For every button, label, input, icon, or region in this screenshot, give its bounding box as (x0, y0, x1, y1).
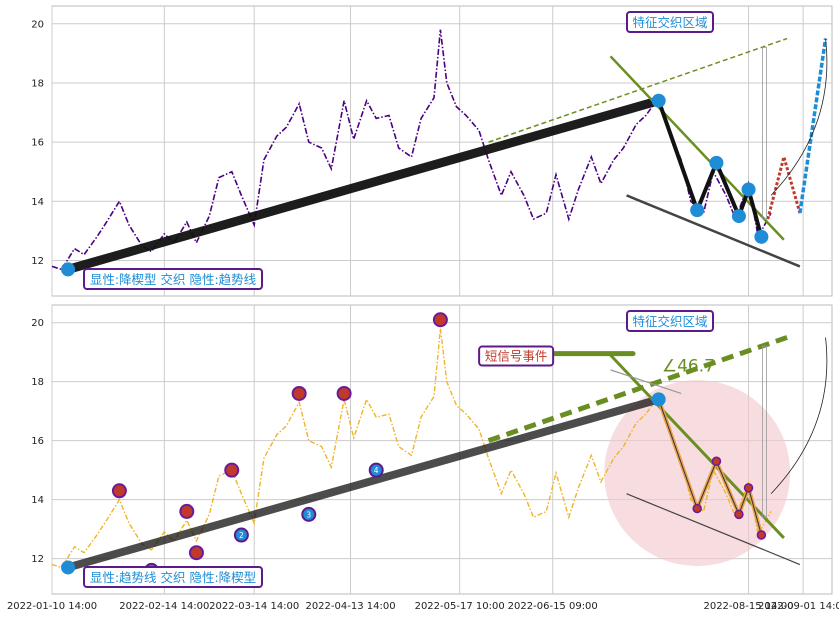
bottom-y-tick-label: 20 (31, 318, 44, 329)
top-y-tick-label: 20 (31, 19, 44, 30)
x-tick-label: 2022-09-01 14:00 (758, 601, 839, 612)
top-dashed-extension (488, 37, 788, 143)
bottom-y-tick-label: 12 (31, 554, 44, 565)
bottom-blue-marker (233, 527, 249, 543)
bottom-pattern-marker (692, 503, 702, 514)
top-pattern-marker (754, 229, 769, 244)
top-pattern-marker (61, 262, 76, 277)
top-pattern-marker (731, 209, 746, 224)
bottom-trend-start-marker (61, 560, 76, 575)
bottom-region-label: 特征交织区域 (632, 314, 707, 329)
x-tick-label: 2022-02-14 14:00 (119, 601, 209, 612)
bottom-pattern-marker (743, 483, 754, 493)
bottom-trend-end-marker (651, 392, 666, 407)
top-wedge-lower-line (626, 194, 801, 268)
bottom-red-marker (224, 462, 240, 478)
bottom-red-marker (111, 483, 127, 499)
top-vertical-box (762, 47, 767, 220)
bottom-wedge-lower-line (626, 493, 801, 566)
top-pattern-label: 显性:降楔型 交织 隐性:趋势线 (90, 272, 257, 287)
top-region-label-box (626, 11, 714, 33)
bottom-trendline (64, 395, 663, 572)
bottom-red-marker (188, 545, 204, 561)
bottom-vertical-box (762, 345, 767, 518)
bottom-event-label-box (478, 345, 555, 367)
x-tick-label: 2022-06-15 09:00 (508, 601, 598, 612)
bottom-blue-marker (301, 506, 317, 522)
bottom-red-marker (432, 312, 448, 328)
top-trendline (63, 96, 664, 274)
bottom-y-tick-label: 14 (31, 495, 44, 506)
bottom-blue-marker (368, 462, 384, 478)
bottom-pattern-outline (658, 399, 762, 536)
bottom-dashed-extension (487, 335, 788, 444)
x-tick-label: 2022-05-17 10:00 (415, 601, 505, 612)
top-projection-blue (798, 38, 828, 214)
bottom-pattern-marker (711, 456, 722, 467)
x-tick-label: 2022-04-13 14:00 (305, 601, 395, 612)
top-pattern-label-box (83, 268, 263, 290)
bottom-curved-arrow (770, 337, 828, 495)
bottom-event-arrow (610, 369, 682, 395)
bottom-pattern-marker (756, 530, 767, 540)
x-tick-label: 2022-08-15 14:00 (703, 601, 793, 612)
bottom-pattern-label: 显性:趋势线 交织 隐性:降楔型 (90, 570, 256, 585)
bottom-blue-marker-label: 3 (306, 510, 311, 519)
bottom-y-tick-label: 18 (31, 377, 44, 388)
top-curved-arrow (770, 38, 828, 196)
bottom-red-marker (179, 503, 195, 519)
bottom-pattern-label-box (83, 566, 263, 588)
top-y-tick-label: 16 (31, 138, 44, 149)
bottom-pattern-marker (734, 509, 744, 520)
top-plot-frame (51, 5, 833, 297)
top-projection-red (766, 151, 802, 220)
bottom-region-label-box (626, 310, 714, 332)
top-pattern-marker (741, 182, 756, 197)
bottom-blue-marker-label: 4 (374, 466, 379, 475)
bottom-red-marker (291, 385, 307, 401)
top-pattern-marker (709, 155, 724, 170)
top-region-label: 特征交织区域 (632, 15, 707, 30)
x-tick-label: 2022-01-10 14:00 (7, 601, 97, 612)
top-y-tick-label: 14 (31, 197, 44, 208)
top-pattern-marker (690, 203, 705, 218)
bottom-red-marker (336, 385, 352, 401)
bottom-y-tick-label: 16 (31, 436, 44, 447)
top-y-tick-label: 18 (31, 78, 44, 89)
bottom-focus-circle (604, 380, 791, 567)
top-y-tick-label: 12 (31, 256, 44, 267)
x-tick-label: 2022-03-14 14:00 (209, 601, 299, 612)
bottom-event-label: 短信号事件 (485, 349, 548, 364)
top-pattern-zigzag (656, 100, 764, 238)
top-pattern-marker (651, 93, 666, 108)
bottom-angle-label: ∠46.7 (662, 356, 715, 376)
bottom-blue-marker-label: 2 (239, 531, 244, 540)
